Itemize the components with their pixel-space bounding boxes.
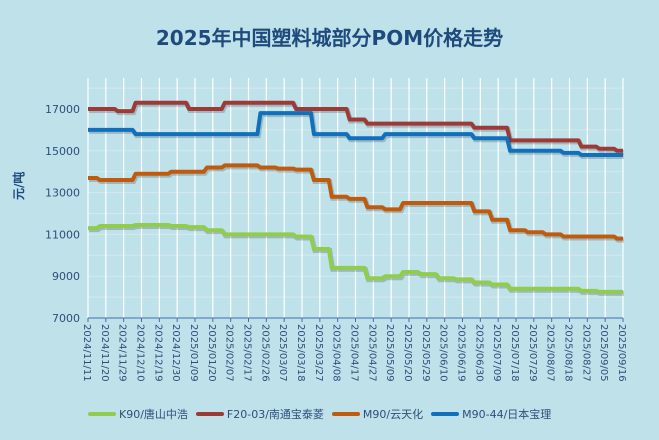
legend-item[interactable]: M90/云天化 [331,406,424,422]
x-tick-label: 2025/07/09 [491,324,502,382]
x-tick-label: 2024/11/29 [117,324,128,382]
x-tick-label: 2025/04/27 [366,324,377,382]
y-tick-label: 11000 [45,228,80,241]
legend-swatch [431,412,460,416]
chart-title: 2025年中国塑料城部分POM价格走势 [155,26,504,50]
legend-swatch [195,412,224,416]
legend-item[interactable]: F20-03/南通宝泰菱 [195,406,324,422]
x-tick-label: 2025/03/27 [313,324,324,382]
x-tick-label: 2024/12/30 [170,324,181,382]
x-tick-label: 2025/08/27 [580,324,591,382]
x-tick-label: 2025/02/07 [224,324,235,382]
x-tick-label: 2025/04/17 [349,324,360,382]
x-tick-label: 2025/03/18 [295,324,306,382]
x-tick-label: 2025/05/20 [402,324,413,382]
x-tick-label: 2024/12/19 [152,324,163,382]
y-tick-label: 13000 [45,187,80,200]
x-tick-label: 2025/07/18 [509,324,520,382]
legend-label: M90/云天化 [362,408,424,421]
legend-label: F20-03/南通宝泰菱 [226,408,324,421]
x-tick-label: 2025/04/08 [331,324,342,382]
y-tick-label: 7000 [52,312,80,325]
x-tick-label: 2025/06/19 [456,324,467,382]
legend-item[interactable]: K90/唐山中浩 [88,406,188,422]
legend: K90/唐山中浩 F20-03/南通宝泰菱 M90/云天化 M90-44/日本宝理 [88,406,551,422]
x-tick-label: 2025/09/16 [616,324,627,382]
x-tick-label: 2025/02/26 [259,324,270,382]
x-tick-label: 2025/01/20 [206,324,217,382]
x-tick-label: 2025/03/07 [277,324,288,382]
legend-item[interactable]: M90-44/日本宝理 [431,406,551,422]
x-tick-label: 2025/01/09 [188,324,199,382]
legend-label: K90/唐山中浩 [119,408,188,421]
x-tick-label: 2024/11/11 [81,324,92,382]
x-tick-label: 2025/08/07 [545,324,556,382]
y-tick-label: 17000 [45,103,80,116]
y-tick-label: 15000 [45,145,80,158]
legend-swatch [88,412,116,416]
x-tick-label: 2024/11/20 [99,324,110,382]
x-tick-label: 2025/06/10 [438,324,449,382]
x-tick-label: 2025/05/09 [384,324,395,382]
x-tick-label: 2025/08/18 [563,324,574,382]
x-tick-label: 2025/05/29 [420,324,431,382]
x-tick-label: 2025/02/17 [242,324,253,382]
x-tick-label: 2025/06/30 [473,324,484,382]
x-tick-label: 2025/09/05 [598,324,609,382]
legend-swatch [331,412,360,416]
x-tick-label: 2025/07/29 [527,324,538,382]
legend-label: M90-44/日本宝理 [462,408,552,421]
x-tick-label: 2024/12/10 [135,324,146,382]
y-tick-label: 9000 [52,270,80,283]
series-shadow [89,101,624,155]
